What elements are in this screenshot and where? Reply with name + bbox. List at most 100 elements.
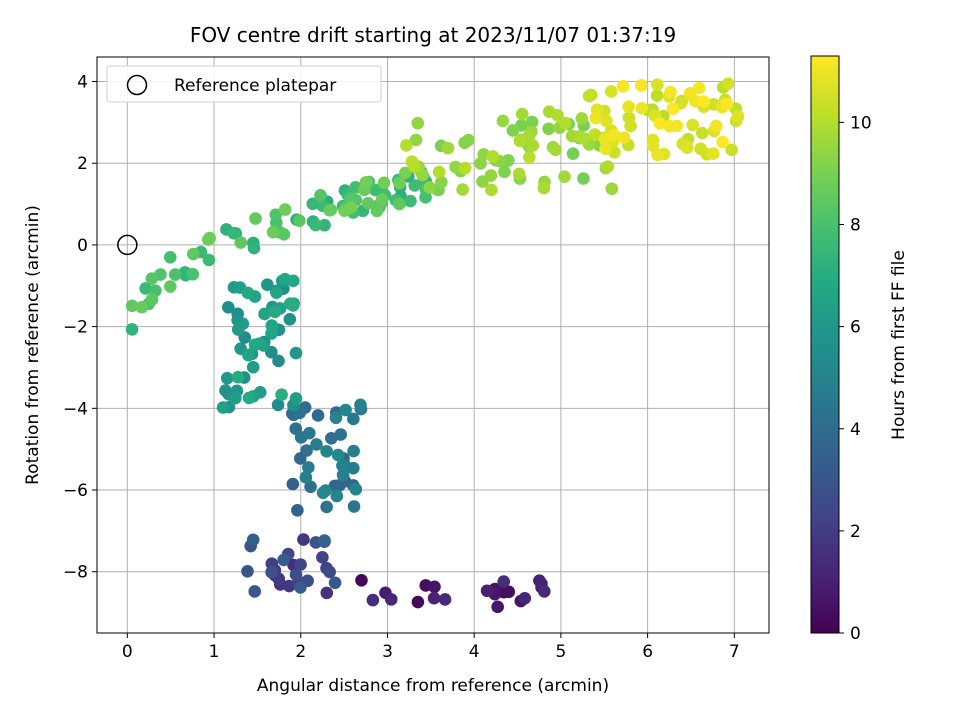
data-point [283, 297, 297, 311]
data-point [248, 338, 262, 351]
data-point [409, 133, 423, 147]
data-point [316, 551, 329, 564]
data-point [622, 100, 635, 114]
data-point [694, 142, 707, 156]
data-point [721, 77, 735, 90]
grid-lines [97, 57, 769, 633]
data-point [316, 486, 330, 500]
data-point [502, 585, 516, 599]
data-point [411, 116, 425, 130]
data-point [502, 154, 515, 167]
data-point [275, 388, 288, 402]
data-point [525, 115, 539, 129]
data-point [582, 89, 596, 103]
data-point [551, 108, 564, 122]
data-point [670, 119, 684, 133]
data-point [145, 272, 159, 285]
data-point [283, 313, 297, 326]
data-point [423, 181, 437, 194]
data-point [221, 300, 235, 314]
data-point [710, 119, 723, 133]
data-point [265, 565, 278, 579]
data-point [297, 533, 310, 546]
data-point [384, 593, 398, 606]
data-point [485, 183, 498, 197]
x-tick-label: 6 [642, 642, 653, 662]
y-axis-ticks: −8 −6 −4 −2 0 2 4 [63, 73, 97, 583]
data-point [202, 253, 216, 267]
data-point [299, 471, 313, 484]
data-point [575, 112, 589, 125]
data-point [309, 218, 322, 232]
data-point [731, 110, 745, 123]
data-point [333, 478, 347, 492]
data-point [653, 117, 667, 130]
y-tick-label: −6 [63, 481, 88, 501]
data-point [228, 391, 242, 405]
data-point [601, 160, 615, 173]
colorbar-tick-label: 10 [850, 113, 872, 133]
data-point [441, 141, 455, 155]
data-point [692, 81, 706, 95]
data-point [344, 192, 358, 205]
x-tick-label: 0 [122, 642, 133, 662]
colorbar-gradient [810, 55, 840, 634]
data-point [600, 114, 613, 128]
data-point [518, 592, 532, 605]
data-point [354, 398, 367, 412]
data-point [303, 426, 316, 440]
data-point [336, 468, 350, 482]
data-point [320, 500, 333, 514]
data-point [347, 412, 360, 426]
data-point [320, 586, 334, 600]
data-point [278, 203, 292, 216]
data-point [286, 477, 300, 491]
data-point [227, 226, 240, 240]
data-point [355, 573, 368, 587]
data-point [449, 160, 462, 174]
data-point [242, 391, 256, 405]
data-point [411, 595, 425, 609]
data-point [513, 134, 527, 148]
data-point [428, 580, 441, 594]
data-point [300, 444, 313, 457]
data-point [706, 147, 720, 160]
y-tick-label: 4 [77, 73, 88, 93]
data-point [480, 584, 494, 598]
data-point [617, 131, 631, 144]
data-point [599, 142, 612, 155]
data-point [231, 370, 245, 384]
data-point [635, 79, 648, 92]
data-point [589, 111, 603, 125]
reference-marker [117, 234, 138, 256]
data-point [695, 126, 709, 140]
data-point [484, 169, 498, 182]
colorbar-ticks: 0 2 4 6 8 10 [839, 113, 872, 644]
data-point [186, 247, 200, 261]
data-point [346, 461, 360, 475]
data-point [432, 165, 446, 179]
data-point [604, 85, 618, 98]
data-point [266, 225, 280, 239]
data-point [242, 348, 255, 362]
data-point [311, 409, 325, 422]
data-point [125, 299, 139, 313]
data-point [697, 95, 711, 108]
data-point [289, 568, 303, 582]
data-point [282, 579, 296, 593]
data-point [203, 231, 216, 245]
data-point [241, 565, 254, 578]
colorbar-label: Hours from first FF file [889, 250, 909, 440]
data-point [318, 534, 331, 547]
data-point [236, 317, 250, 331]
chart-title: FOV centre drift starting at 2023/11/07 … [190, 23, 676, 47]
data-point [125, 323, 139, 336]
data-point [566, 147, 580, 160]
x-tick-label: 2 [295, 642, 306, 662]
plot-frame [96, 56, 770, 634]
data-point [339, 403, 352, 417]
data-point [512, 167, 526, 181]
data-point [542, 122, 555, 136]
y-tick-label: −4 [63, 399, 88, 419]
